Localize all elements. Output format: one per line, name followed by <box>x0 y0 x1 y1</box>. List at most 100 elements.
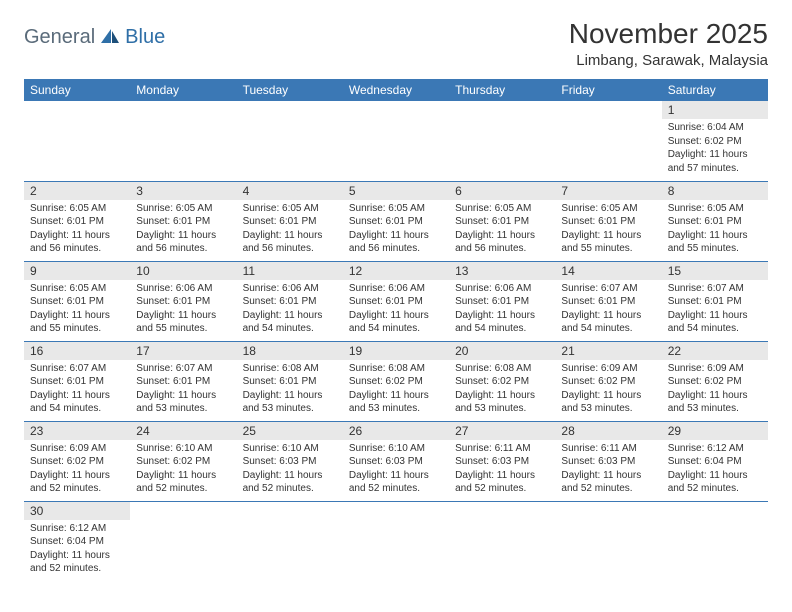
day-number: 16 <box>24 342 130 360</box>
month-title: November 2025 <box>569 18 768 50</box>
day-details: Sunrise: 6:06 AMSunset: 6:01 PMDaylight:… <box>449 280 555 340</box>
day-details: Sunrise: 6:07 AMSunset: 6:01 PMDaylight:… <box>24 360 130 420</box>
calendar-cell: 27Sunrise: 6:11 AMSunset: 6:03 PMDayligh… <box>449 421 555 501</box>
calendar-cell: 25Sunrise: 6:10 AMSunset: 6:03 PMDayligh… <box>237 421 343 501</box>
day-details: Sunrise: 6:11 AMSunset: 6:03 PMDaylight:… <box>449 440 555 500</box>
day-number: 23 <box>24 422 130 440</box>
day-number: 8 <box>662 182 768 200</box>
day-number: 21 <box>555 342 661 360</box>
day-number: 1 <box>662 101 768 119</box>
day-details: Sunrise: 6:10 AMSunset: 6:03 PMDaylight:… <box>237 440 343 500</box>
day-details: Sunrise: 6:05 AMSunset: 6:01 PMDaylight:… <box>449 200 555 260</box>
calendar-cell: 30Sunrise: 6:12 AMSunset: 6:04 PMDayligh… <box>24 501 130 581</box>
calendar-cell: 23Sunrise: 6:09 AMSunset: 6:02 PMDayligh… <box>24 421 130 501</box>
day-details: Sunrise: 6:07 AMSunset: 6:01 PMDaylight:… <box>662 280 768 340</box>
location: Limbang, Sarawak, Malaysia <box>569 52 768 69</box>
calendar-cell: 10Sunrise: 6:06 AMSunset: 6:01 PMDayligh… <box>130 261 236 341</box>
calendar-cell: 1Sunrise: 6:04 AMSunset: 6:02 PMDaylight… <box>662 101 768 181</box>
day-number: 27 <box>449 422 555 440</box>
calendar-cell: 22Sunrise: 6:09 AMSunset: 6:02 PMDayligh… <box>662 341 768 421</box>
weekday-header: Sunday <box>24 79 130 101</box>
calendar-cell: 5Sunrise: 6:05 AMSunset: 6:01 PMDaylight… <box>343 181 449 261</box>
logo-text-blue: Blue <box>125 26 165 49</box>
calendar-cell: 18Sunrise: 6:08 AMSunset: 6:01 PMDayligh… <box>237 341 343 421</box>
weekday-header: Monday <box>130 79 236 101</box>
day-number: 19 <box>343 342 449 360</box>
calendar-cell <box>449 501 555 581</box>
calendar-cell <box>343 101 449 181</box>
day-number: 29 <box>662 422 768 440</box>
calendar-cell: 17Sunrise: 6:07 AMSunset: 6:01 PMDayligh… <box>130 341 236 421</box>
calendar-cell: 12Sunrise: 6:06 AMSunset: 6:01 PMDayligh… <box>343 261 449 341</box>
weekday-header: Friday <box>555 79 661 101</box>
day-details: Sunrise: 6:06 AMSunset: 6:01 PMDaylight:… <box>130 280 236 340</box>
calendar-table: SundayMondayTuesdayWednesdayThursdayFrid… <box>24 79 768 581</box>
title-block: November 2025 Limbang, Sarawak, Malaysia <box>569 18 768 69</box>
calendar-cell: 13Sunrise: 6:06 AMSunset: 6:01 PMDayligh… <box>449 261 555 341</box>
day-details: Sunrise: 6:12 AMSunset: 6:04 PMDaylight:… <box>24 520 130 580</box>
day-details: Sunrise: 6:08 AMSunset: 6:02 PMDaylight:… <box>343 360 449 420</box>
logo-text-general: General <box>24 26 95 49</box>
calendar-cell <box>237 501 343 581</box>
day-details: Sunrise: 6:08 AMSunset: 6:02 PMDaylight:… <box>449 360 555 420</box>
calendar-cell <box>237 101 343 181</box>
day-details: Sunrise: 6:07 AMSunset: 6:01 PMDaylight:… <box>130 360 236 420</box>
calendar-cell <box>555 501 661 581</box>
calendar-cell: 9Sunrise: 6:05 AMSunset: 6:01 PMDaylight… <box>24 261 130 341</box>
day-details: Sunrise: 6:10 AMSunset: 6:02 PMDaylight:… <box>130 440 236 500</box>
day-number: 15 <box>662 262 768 280</box>
day-number: 10 <box>130 262 236 280</box>
logo-sail-icon <box>99 27 121 48</box>
day-details: Sunrise: 6:10 AMSunset: 6:03 PMDaylight:… <box>343 440 449 500</box>
calendar-row: 9Sunrise: 6:05 AMSunset: 6:01 PMDaylight… <box>24 261 768 341</box>
day-details: Sunrise: 6:08 AMSunset: 6:01 PMDaylight:… <box>237 360 343 420</box>
day-number: 25 <box>237 422 343 440</box>
day-number: 14 <box>555 262 661 280</box>
calendar-cell: 29Sunrise: 6:12 AMSunset: 6:04 PMDayligh… <box>662 421 768 501</box>
calendar-cell: 21Sunrise: 6:09 AMSunset: 6:02 PMDayligh… <box>555 341 661 421</box>
weekday-header: Tuesday <box>237 79 343 101</box>
day-number: 3 <box>130 182 236 200</box>
calendar-cell: 8Sunrise: 6:05 AMSunset: 6:01 PMDaylight… <box>662 181 768 261</box>
calendar-body: 1Sunrise: 6:04 AMSunset: 6:02 PMDaylight… <box>24 101 768 581</box>
day-number: 2 <box>24 182 130 200</box>
calendar-cell: 15Sunrise: 6:07 AMSunset: 6:01 PMDayligh… <box>662 261 768 341</box>
calendar-row: 30Sunrise: 6:12 AMSunset: 6:04 PMDayligh… <box>24 501 768 581</box>
calendar-cell: 19Sunrise: 6:08 AMSunset: 6:02 PMDayligh… <box>343 341 449 421</box>
day-details: Sunrise: 6:05 AMSunset: 6:01 PMDaylight:… <box>555 200 661 260</box>
day-details: Sunrise: 6:05 AMSunset: 6:01 PMDaylight:… <box>662 200 768 260</box>
day-number: 13 <box>449 262 555 280</box>
day-number: 9 <box>24 262 130 280</box>
day-number: 6 <box>449 182 555 200</box>
day-details: Sunrise: 6:11 AMSunset: 6:03 PMDaylight:… <box>555 440 661 500</box>
day-number: 26 <box>343 422 449 440</box>
calendar-row: 16Sunrise: 6:07 AMSunset: 6:01 PMDayligh… <box>24 341 768 421</box>
day-details: Sunrise: 6:05 AMSunset: 6:01 PMDaylight:… <box>237 200 343 260</box>
day-number: 30 <box>24 502 130 520</box>
day-details: Sunrise: 6:09 AMSunset: 6:02 PMDaylight:… <box>24 440 130 500</box>
calendar-row: 1Sunrise: 6:04 AMSunset: 6:02 PMDaylight… <box>24 101 768 181</box>
calendar-cell <box>449 101 555 181</box>
day-details: Sunrise: 6:05 AMSunset: 6:01 PMDaylight:… <box>343 200 449 260</box>
day-number: 12 <box>343 262 449 280</box>
calendar-row: 2Sunrise: 6:05 AMSunset: 6:01 PMDaylight… <box>24 181 768 261</box>
calendar-cell: 2Sunrise: 6:05 AMSunset: 6:01 PMDaylight… <box>24 181 130 261</box>
calendar-cell <box>24 101 130 181</box>
day-number: 5 <box>343 182 449 200</box>
calendar-cell: 16Sunrise: 6:07 AMSunset: 6:01 PMDayligh… <box>24 341 130 421</box>
calendar-cell <box>130 501 236 581</box>
logo: General Blue <box>24 26 165 49</box>
calendar-cell: 26Sunrise: 6:10 AMSunset: 6:03 PMDayligh… <box>343 421 449 501</box>
day-details: Sunrise: 6:05 AMSunset: 6:01 PMDaylight:… <box>130 200 236 260</box>
calendar-cell <box>662 501 768 581</box>
calendar-cell: 20Sunrise: 6:08 AMSunset: 6:02 PMDayligh… <box>449 341 555 421</box>
calendar-cell: 3Sunrise: 6:05 AMSunset: 6:01 PMDaylight… <box>130 181 236 261</box>
day-details: Sunrise: 6:07 AMSunset: 6:01 PMDaylight:… <box>555 280 661 340</box>
day-details: Sunrise: 6:12 AMSunset: 6:04 PMDaylight:… <box>662 440 768 500</box>
weekday-header-row: SundayMondayTuesdayWednesdayThursdayFrid… <box>24 79 768 101</box>
day-number: 18 <box>237 342 343 360</box>
calendar-row: 23Sunrise: 6:09 AMSunset: 6:02 PMDayligh… <box>24 421 768 501</box>
day-details: Sunrise: 6:05 AMSunset: 6:01 PMDaylight:… <box>24 280 130 340</box>
calendar-cell: 7Sunrise: 6:05 AMSunset: 6:01 PMDaylight… <box>555 181 661 261</box>
calendar-cell: 11Sunrise: 6:06 AMSunset: 6:01 PMDayligh… <box>237 261 343 341</box>
